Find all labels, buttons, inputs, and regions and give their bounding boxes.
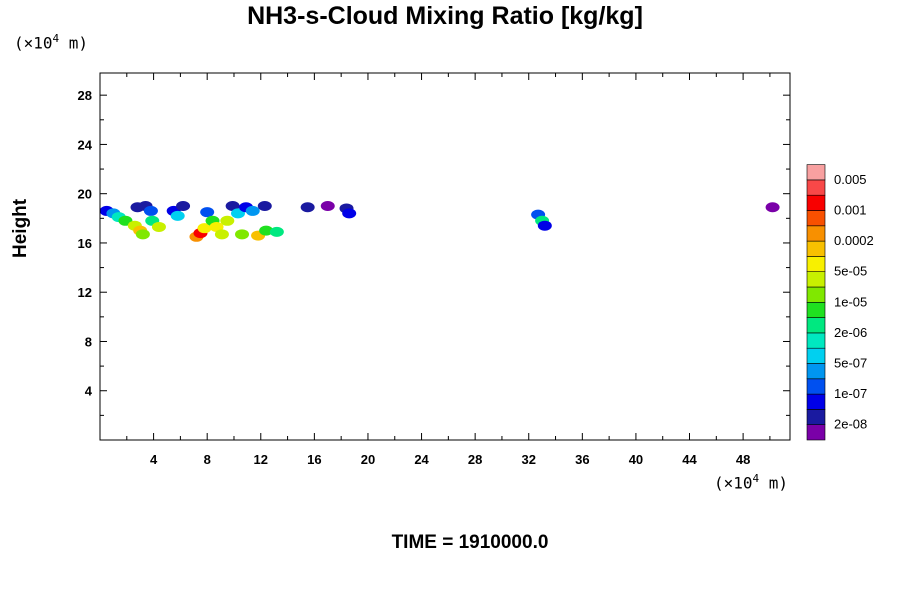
y-unit-prefix: (×10: [14, 33, 53, 53]
y-tick-label: 20: [78, 187, 92, 202]
cloud-cell: [220, 215, 235, 226]
colorbar-swatch: [806, 271, 826, 288]
cloud-cell: [235, 229, 250, 240]
y-axis-unit-label: (×104 m): [14, 32, 88, 52]
colorbar-swatch: [806, 256, 826, 272]
x-tick-label: 20: [361, 452, 375, 467]
cloud-cell: [209, 221, 224, 232]
cloud-cell: [765, 202, 780, 213]
colorbar-label: 0.001: [834, 203, 867, 218]
cloud-cell: [300, 202, 315, 213]
cloud-cell: [151, 221, 166, 232]
x-unit-power: 4: [752, 472, 760, 485]
colorbar-swatch: [806, 301, 826, 318]
colorbar-swatch: [806, 378, 826, 395]
y-tick-label: 28: [78, 88, 92, 103]
colorbar: 2e-08 1e-07 5e-07 2e-06 1e-05 5e-05 0.0002 0.00…: [806, 164, 874, 441]
colorbar-label: 1e-05: [834, 294, 867, 309]
colorbar-swatch: [806, 332, 826, 349]
colorbar-swatch: [806, 317, 826, 334]
cloud-cell: [170, 210, 185, 221]
cloud-cells: [99, 201, 780, 242]
colorbar-swatch: [806, 393, 826, 410]
colorbar-swatch: [806, 409, 826, 425]
x-tick-label: 16: [307, 452, 321, 467]
cloud-cell: [257, 201, 272, 212]
cloud-cell: [135, 229, 150, 240]
x-tick-label: 32: [522, 452, 536, 467]
y-tick-label: 24: [78, 137, 93, 152]
cloud-cell: [225, 201, 240, 212]
cloud-cell: [245, 205, 260, 216]
time-label: TIME = 1910000.0: [391, 532, 549, 553]
colorbar-label: 0.0002: [834, 233, 874, 248]
colorbar-label: 1e-07: [834, 386, 867, 401]
colorbar-label: 0.005: [834, 172, 867, 187]
cloud-cell: [197, 223, 212, 234]
x-tick-label: 48: [736, 452, 750, 467]
y-tick-label: 4: [85, 384, 93, 399]
colorbar-swatch: [806, 286, 826, 303]
colorbar-swatch: [806, 194, 826, 211]
colorbar-label: 2e-08: [834, 417, 867, 432]
plot-frame: [99, 72, 791, 441]
colorbar-swatch: [806, 424, 826, 441]
colorbar-label: 2e-06: [834, 325, 867, 340]
x-tick-label: 44: [682, 452, 697, 467]
y-tick-label: 8: [85, 334, 92, 349]
cloud-cell: [176, 201, 191, 212]
colorbar-label: 5e-05: [834, 264, 867, 279]
x-tick-label: 40: [629, 452, 643, 467]
colorbar-label: 5e-07: [834, 356, 867, 371]
x-tick-label: 24: [414, 452, 429, 467]
cloud-cell: [259, 225, 274, 236]
x-tick-label: 28: [468, 452, 482, 467]
cloud-cell: [143, 205, 158, 216]
cloud-cell: [537, 220, 552, 231]
y-unit-suffix: m): [59, 33, 89, 53]
colorbar-swatch: [806, 179, 826, 196]
colorbar-swatch: [806, 164, 826, 181]
x-tick-label: 36: [575, 452, 589, 467]
chart-title: NH3-s-Cloud Mixing Ratio [kg/kg]: [247, 2, 643, 30]
y-unit-power: 4: [52, 32, 60, 45]
x-axis-unit-label: (×104 m): [714, 472, 788, 492]
cloud-cell: [320, 201, 335, 212]
colorbar-swatch: [806, 363, 826, 380]
y-tick-label: 16: [78, 236, 92, 251]
x-tick-label: 12: [254, 452, 268, 467]
cloud-cell: [200, 207, 215, 218]
cloud-cell: [214, 229, 229, 240]
cloud-cell: [269, 226, 284, 237]
colorbar-swatch: [806, 210, 826, 227]
x-unit-suffix: m): [759, 473, 789, 493]
cloud-cell: [342, 208, 357, 219]
x-unit-prefix: (×10: [714, 473, 753, 493]
colorbar-swatch: [806, 225, 826, 242]
colorbar-swatch: [806, 347, 826, 364]
x-tick-label: 8: [204, 452, 211, 467]
x-tick-label: 4: [150, 452, 158, 467]
y-tick-label: 12: [78, 285, 92, 300]
colorbar-swatch: [806, 240, 826, 257]
